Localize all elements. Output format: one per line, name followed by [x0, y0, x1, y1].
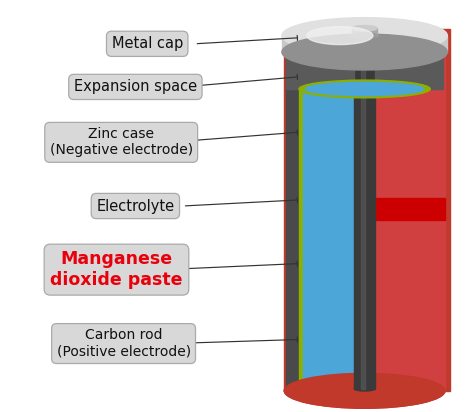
Ellipse shape	[284, 33, 445, 68]
Ellipse shape	[284, 33, 445, 68]
Text: Metal cap: Metal cap	[111, 36, 183, 52]
Ellipse shape	[300, 38, 430, 66]
Bar	[286, 52, 443, 389]
Ellipse shape	[299, 80, 430, 98]
Text: Carbon rod
(Positive electrode): Carbon rod (Positive electrode)	[56, 328, 191, 359]
Bar	[365, 50, 445, 391]
Bar	[362, 48, 365, 389]
Ellipse shape	[286, 372, 443, 406]
Ellipse shape	[300, 375, 430, 403]
Text: Manganese
dioxide paste: Manganese dioxide paste	[50, 250, 183, 289]
Ellipse shape	[284, 373, 445, 408]
Bar	[282, 35, 447, 52]
Ellipse shape	[354, 386, 375, 391]
Bar	[375, 52, 443, 89]
Bar	[365, 198, 443, 220]
Text: Zinc case
(Negative electrode): Zinc case (Negative electrode)	[50, 127, 193, 157]
Ellipse shape	[284, 373, 445, 408]
Ellipse shape	[354, 50, 375, 54]
Ellipse shape	[286, 35, 443, 69]
Ellipse shape	[282, 34, 447, 70]
Text: Expansion space: Expansion space	[74, 80, 197, 94]
Bar	[286, 52, 354, 89]
Bar	[352, 28, 377, 35]
Ellipse shape	[303, 375, 426, 402]
Bar	[365, 29, 450, 391]
Ellipse shape	[307, 27, 373, 44]
Text: Electrolyte: Electrolyte	[96, 199, 174, 213]
Ellipse shape	[282, 18, 447, 54]
Bar	[303, 52, 426, 389]
Ellipse shape	[306, 82, 424, 96]
Ellipse shape	[352, 33, 377, 38]
Ellipse shape	[352, 26, 377, 31]
Ellipse shape	[303, 39, 426, 66]
Bar	[365, 50, 445, 391]
Bar	[365, 198, 445, 220]
Bar	[354, 52, 375, 389]
Bar	[284, 50, 445, 391]
Bar	[300, 52, 430, 389]
